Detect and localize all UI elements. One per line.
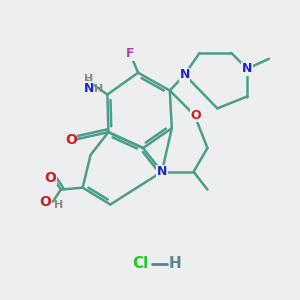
Text: N: N	[83, 82, 94, 95]
Text: N: N	[179, 68, 190, 81]
Text: F: F	[126, 47, 134, 60]
Text: O: O	[65, 133, 77, 147]
Text: O: O	[44, 171, 56, 185]
Text: H: H	[84, 74, 93, 84]
Text: O: O	[190, 109, 201, 122]
Text: O: O	[39, 194, 51, 208]
Text: H: H	[168, 256, 181, 272]
Text: N: N	[157, 165, 167, 178]
Text: H: H	[94, 84, 103, 94]
Text: N: N	[242, 62, 252, 75]
Text: H: H	[54, 200, 64, 211]
Text: Cl: Cl	[132, 256, 148, 272]
